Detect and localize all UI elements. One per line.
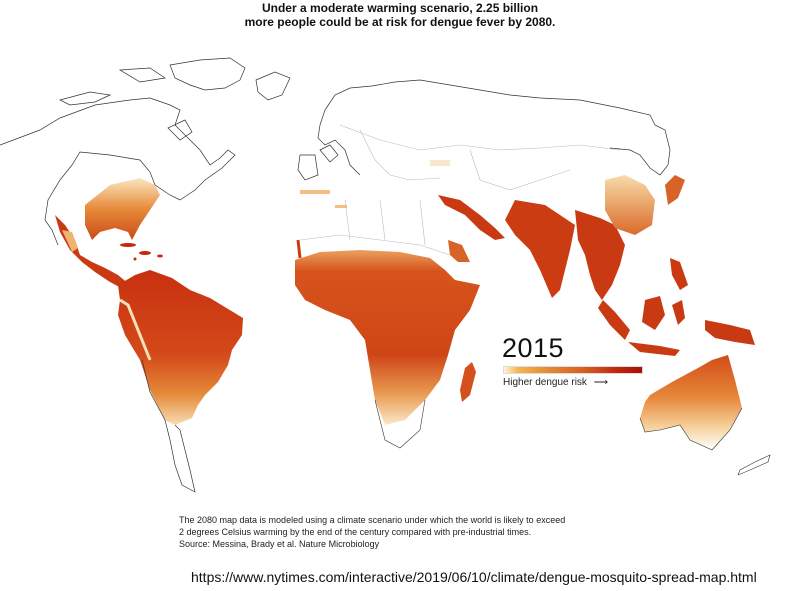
footnote-line-1: The 2080 map data is modeled using a cli…	[179, 515, 566, 525]
source-url: https://www.nytimes.com/interactive/2019…	[191, 569, 757, 585]
legend-label-text: Higher dengue risk	[503, 377, 587, 388]
eurasia-outline	[297, 79, 671, 181]
region-india	[505, 200, 575, 298]
region-southeast-asia	[575, 210, 625, 300]
footnote-line-2: 2 degrees Celsius warming by the end of …	[179, 527, 532, 537]
region-indonesia-philippines	[598, 258, 755, 356]
map-title: Under a moderate warming scenario, 2.25 …	[0, 1, 800, 29]
region-south-america	[118, 270, 243, 425]
footnote: The 2080 map data is modeled using a cli…	[179, 514, 565, 550]
legend-year: 2015	[502, 333, 565, 363]
arrow-right-icon: ⟶	[593, 377, 609, 388]
legend-label: Higher dengue risk ⟶	[503, 377, 608, 388]
region-madagascar	[460, 362, 476, 402]
region-usa	[85, 178, 160, 240]
region-new-zealand	[737, 454, 771, 476]
world-dengue-risk-map	[0, 57, 771, 493]
region-mediterranean	[300, 160, 450, 208]
region-japan	[665, 175, 685, 205]
country-borders	[299, 124, 621, 256]
legend-color-scale	[503, 366, 643, 374]
north-america	[0, 57, 291, 246]
region-australia	[640, 355, 742, 450]
title-line-1: Under a moderate warming scenario, 2.25 …	[261, 1, 539, 15]
title-line-2: more people could be at risk for dengue …	[244, 15, 556, 29]
region-caribbean	[120, 243, 163, 261]
region-middle-east	[438, 195, 505, 240]
region-africa	[295, 250, 480, 425]
region-china	[605, 175, 655, 235]
footnote-source: Source: Messina, Brady et al. Nature Mic…	[179, 539, 380, 549]
